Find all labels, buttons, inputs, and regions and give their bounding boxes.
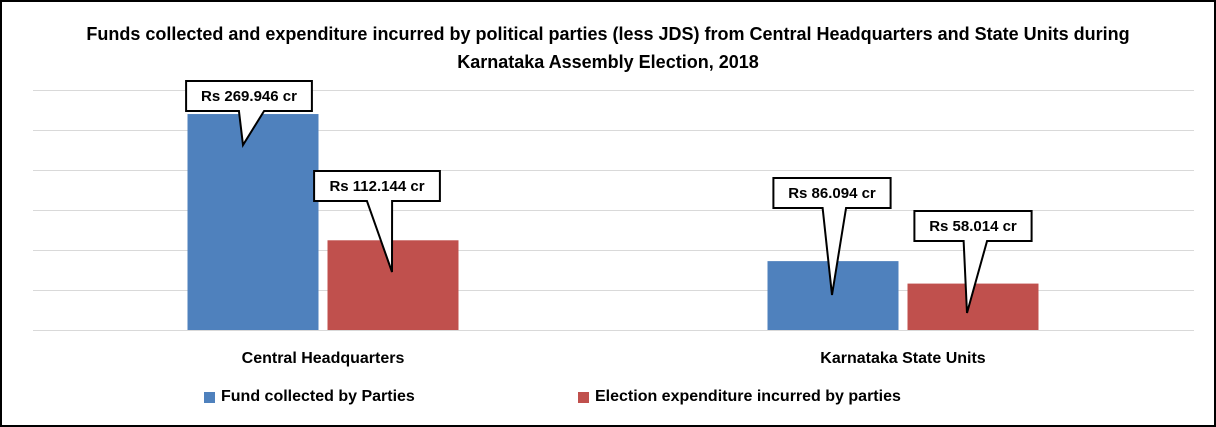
data-label: Rs 269.946 cr	[201, 88, 297, 105]
x-tick-label: Karnataka State Units	[820, 350, 985, 367]
legend-swatch-fund-collected	[204, 391, 215, 403]
data-label-callout	[913, 210, 1033, 314]
chart-title-line-2: Karnataka Assembly Election, 2018	[457, 52, 759, 72]
data-label: Rs 86.094 cr	[788, 185, 876, 202]
legend-item-fund-collected: Fund collected by Parties	[204, 388, 415, 406]
data-label-callout	[772, 177, 892, 296]
data-label: Rs 58.014 cr	[929, 218, 1017, 235]
legend: Fund collected by Parties Election expen…	[2, 388, 1214, 412]
legend-swatch-election-expenditure	[578, 391, 589, 403]
chart-title-line-1: Funds collected and expenditure incurred…	[86, 24, 1130, 44]
data-label: Rs 112.144 cr	[329, 178, 424, 195]
data-label-callout	[313, 170, 441, 273]
legend-label-election-expenditure: Election expenditure incurred by parties	[595, 388, 901, 405]
bar	[187, 114, 319, 330]
data-label-callout	[185, 80, 313, 148]
legend-item-election-expenditure: Election expenditure incurred by parties	[578, 388, 901, 406]
chart-title: Funds collected and expenditure incurred…	[2, 20, 1214, 76]
legend-label-fund-collected: Fund collected by Parties	[221, 388, 415, 405]
x-tick-label: Central Headquarters	[242, 350, 405, 367]
